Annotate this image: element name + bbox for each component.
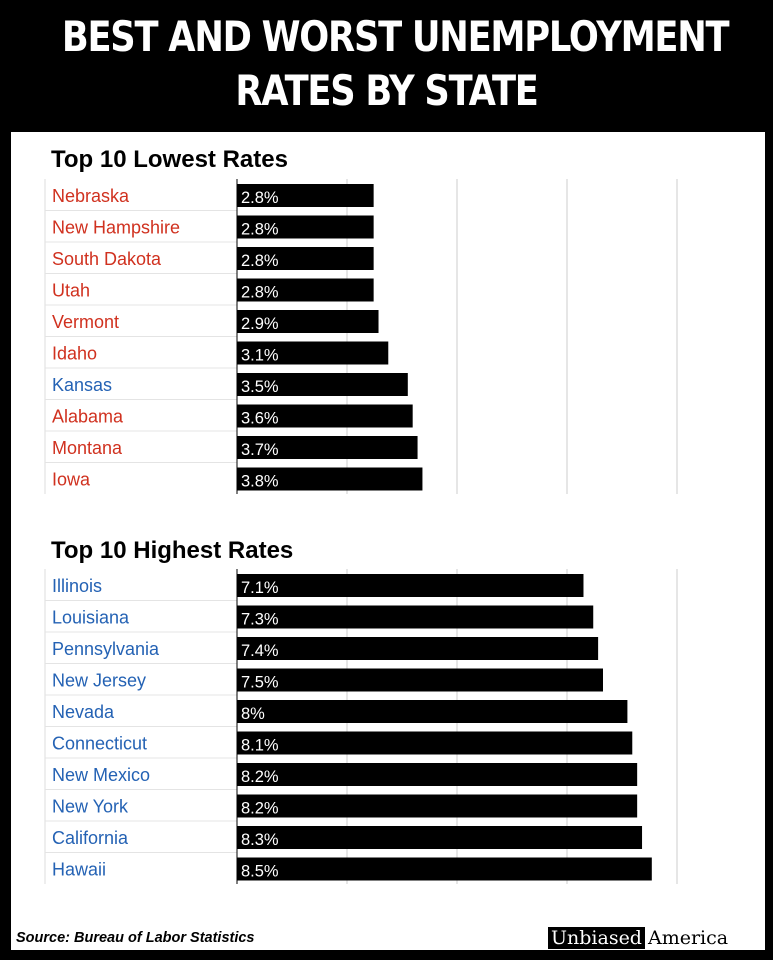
category-label: Utah [52,281,90,301]
bar [237,467,423,491]
bar [237,605,594,629]
bar [237,404,413,428]
bar [237,668,603,692]
value-label: 3.5% [241,378,279,396]
category-label: Iowa [52,470,91,490]
category-label: California [52,828,129,848]
source-note: Source: Bureau of Labor Statistics [16,930,255,946]
category-label: Louisiana [52,608,130,628]
value-label: 8.2% [241,800,279,818]
category-label: Vermont [52,312,119,332]
bar [237,857,652,881]
category-label: Nevada [52,702,115,722]
bar [237,700,628,723]
bar [237,278,374,302]
value-label: 3.1% [241,347,279,365]
unbiased-america-logo: Unbiased America [548,927,728,949]
bar [237,826,643,849]
bar [237,763,638,786]
page-title: BEST AND WORST UNEMPLOYMENT RATES BY STA… [61,10,730,118]
lowest-section-title: Top 10 Lowest Rates [51,146,288,173]
category-label: Connecticut [52,734,147,754]
value-label: 7.1% [241,579,279,597]
category-label: Alabama [52,407,124,427]
bar [237,436,418,459]
logo-part2: America [647,927,729,949]
bar [237,794,638,818]
category-label: New York [52,797,129,817]
value-label: 8.2% [241,768,279,786]
title-line-2: RATES BY STATE [235,66,538,115]
value-label: 3.7% [241,441,279,459]
value-label: 2.8% [241,189,279,207]
highest-rates-chart: Illinois 7.1% Louisiana 7.3% Pennsylvania 7.4… [44,569,678,884]
value-label: 2.9% [241,315,279,333]
value-label: 7.5% [241,674,279,692]
category-label: New Jersey [52,671,146,691]
bar [237,637,599,660]
bar [237,247,374,270]
category-label: Kansas [52,375,112,395]
lowest-rates-chart: Nebraska 2.8% New Hampshire 2.8% South Dakot… [44,179,678,494]
highest-section-title: Top 10 Highest Rates [51,537,294,564]
category-label: Nebraska [52,186,130,206]
value-label: 8.3% [241,831,279,849]
bar [237,574,584,597]
value-label: 3.6% [241,410,279,428]
bar [237,215,374,239]
category-label: Pennsylvania [52,639,160,659]
bar [237,341,389,365]
bar [237,184,374,207]
value-label: 3.8% [241,473,279,491]
category-label: Montana [52,438,123,458]
category-label: Idaho [52,344,97,364]
value-label: 2.8% [241,252,279,270]
bar [237,310,379,333]
category-label: New Mexico [52,765,150,785]
category-label: Illinois [52,576,102,596]
category-label: Hawaii [52,860,106,880]
value-label: 8.1% [241,737,279,755]
value-label: 8% [241,705,265,723]
category-label: South Dakota [52,249,162,269]
bar [237,731,633,755]
value-label: 7.4% [241,642,279,660]
value-label: 7.3% [241,611,279,629]
value-label: 8.5% [241,863,279,881]
value-label: 2.8% [241,284,279,302]
chart-panel: Top 10 Lowest Rates Nebraska 2.8% New Hamp… [11,132,765,950]
category-label: New Hampshire [52,218,180,238]
value-label: 2.8% [241,221,279,239]
bar [237,373,408,396]
logo-part1: Unbiased [548,927,645,949]
title-line-1: BEST AND WORST UNEMPLOYMENT [61,12,730,61]
